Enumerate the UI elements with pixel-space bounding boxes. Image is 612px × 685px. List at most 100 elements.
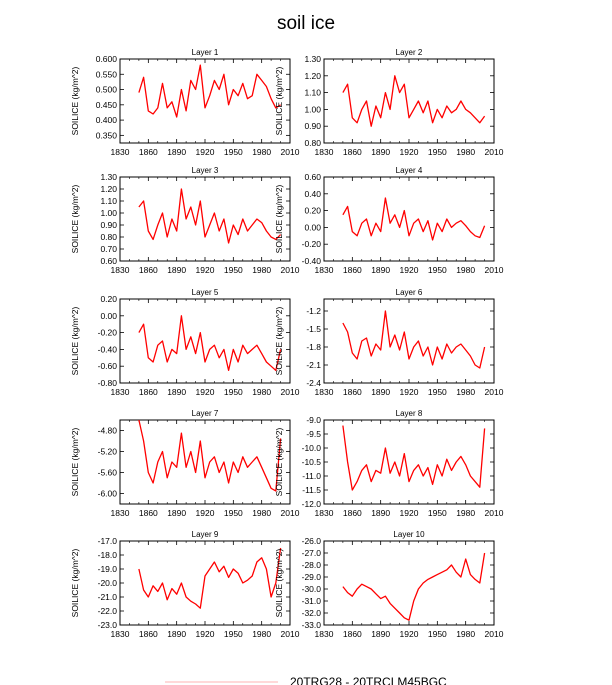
y-tick-label: -17.0 [98, 536, 118, 546]
x-tick-label: 1890 [167, 265, 186, 275]
y-tick-label: -29.0 [302, 572, 322, 582]
y-axis-label: SOILICE (kg/m^2) [274, 184, 284, 253]
x-tick-label: 1920 [196, 629, 215, 639]
y-tick-label: -18.0 [98, 550, 118, 560]
x-tick-label: 1920 [196, 147, 215, 157]
series-line [138, 419, 282, 492]
x-tick-label: 2010 [281, 147, 300, 157]
y-tick-label: -33.0 [302, 620, 322, 630]
series-line [342, 310, 486, 369]
panel-3: Layer 3 1830 1860 1890 1920 1950 1980 2010 0.60 0… [70, 166, 300, 275]
x-tick-label: 1980 [456, 508, 475, 518]
y-tick-label: 0.70 [100, 244, 117, 254]
legend-label: 20TRG28 - 20TRCLM45BGC [290, 675, 447, 685]
x-tick-label: 1950 [428, 147, 447, 157]
x-tick-label: 1920 [196, 508, 215, 518]
plot-frame [119, 58, 291, 144]
y-tick-label: -32.0 [302, 608, 322, 618]
y-axis-label: SOILICE (kg/m^2) [274, 66, 284, 135]
y-tick-label: -5.20 [98, 447, 118, 457]
x-tick-label: 1860 [343, 508, 362, 518]
x-tick-label: 1860 [343, 387, 362, 397]
x-tick-label: 2010 [485, 147, 504, 157]
y-tick-label: -10.5 [302, 457, 322, 467]
x-tick-label: 1830 [315, 147, 334, 157]
x-tick-label: 1950 [224, 265, 243, 275]
x-tick-label: 1920 [400, 147, 419, 157]
x-tick-label: 1890 [167, 387, 186, 397]
y-tick-label: -0.40 [302, 256, 322, 266]
x-tick-label: 1890 [167, 508, 186, 518]
x-tick-label: 1830 [111, 629, 130, 639]
x-tick-label: 2010 [485, 387, 504, 397]
x-tick-label: 1830 [111, 508, 130, 518]
panel-title: Layer 8 [396, 409, 423, 418]
x-tick-label: 1950 [428, 629, 447, 639]
y-tick-label: 1.10 [304, 88, 321, 98]
x-tick-label: 1890 [167, 147, 186, 157]
x-tick-label: 1980 [252, 629, 271, 639]
y-tick-label: 0.400 [96, 115, 118, 125]
y-tick-label: 1.00 [304, 104, 321, 114]
y-tick-label: -0.80 [98, 378, 118, 388]
y-tick-label: -12.0 [302, 499, 322, 509]
y-tick-label: -11.5 [302, 485, 321, 495]
y-tick-label: -19.0 [98, 564, 118, 574]
panel-title: Layer 2 [396, 48, 423, 57]
y-tick-label: 1.20 [304, 71, 321, 81]
x-tick-label: 1980 [456, 147, 475, 157]
panel-title: Layer 6 [396, 288, 423, 297]
y-tick-label: 0.00 [304, 222, 321, 232]
panel-title: Layer 4 [396, 166, 423, 175]
y-axis-label: SOILICE (kg/m^2) [274, 306, 284, 375]
y-tick-label: -2.1 [306, 360, 321, 370]
x-tick-label: 1920 [400, 265, 419, 275]
x-tick-label: 1950 [428, 265, 447, 275]
y-tick-label: -0.60 [98, 361, 118, 371]
x-tick-label: 2010 [281, 629, 300, 639]
x-tick-label: 1830 [315, 387, 334, 397]
y-axis-label: SOILICE (kg/m^2) [70, 66, 80, 135]
x-tick-label: 2010 [485, 265, 504, 275]
x-tick-label: 1950 [224, 629, 243, 639]
x-tick-label: 1890 [371, 265, 390, 275]
y-tick-label: -6.00 [98, 489, 118, 499]
series-line [138, 547, 282, 609]
plot-frame [119, 176, 291, 262]
x-tick-label: 1980 [456, 387, 475, 397]
panel-title: Layer 1 [192, 48, 219, 57]
panel-title: Layer 9 [192, 530, 219, 539]
y-tick-label: -30.0 [302, 584, 322, 594]
x-tick-label: 1980 [252, 508, 271, 518]
x-tick-label: 1980 [252, 265, 271, 275]
y-tick-label: 0.90 [100, 220, 117, 230]
x-tick-label: 2010 [281, 508, 300, 518]
y-tick-label: -21.0 [98, 592, 118, 602]
x-tick-label: 1920 [400, 508, 419, 518]
y-tick-label: -0.20 [302, 239, 322, 249]
y-tick-label: 1.30 [100, 172, 117, 182]
y-tick-label: 0.60 [304, 172, 321, 182]
series-line [138, 64, 281, 118]
series-line [342, 197, 486, 241]
panel-title: Layer 5 [192, 288, 219, 297]
x-tick-label: 1860 [343, 629, 362, 639]
x-tick-label: 1890 [371, 508, 390, 518]
y-axis-label: SOILICE (kg/m^2) [70, 548, 80, 617]
x-tick-label: 1890 [167, 629, 186, 639]
plot-frame [119, 419, 291, 505]
y-tick-label: 0.20 [304, 206, 321, 216]
series-line [138, 315, 282, 372]
x-tick-label: 1830 [315, 265, 334, 275]
y-tick-label: 0.600 [96, 54, 118, 64]
y-tick-label: 0.90 [304, 121, 321, 131]
y-axis-label: SOILICE (kg/m^2) [274, 548, 284, 617]
x-tick-label: 1830 [315, 629, 334, 639]
x-tick-label: 1950 [224, 508, 243, 518]
x-tick-label: 2010 [281, 387, 300, 397]
panel-title: Layer 7 [192, 409, 219, 418]
y-tick-label: 0.00 [100, 311, 117, 321]
x-tick-label: 1980 [252, 147, 271, 157]
